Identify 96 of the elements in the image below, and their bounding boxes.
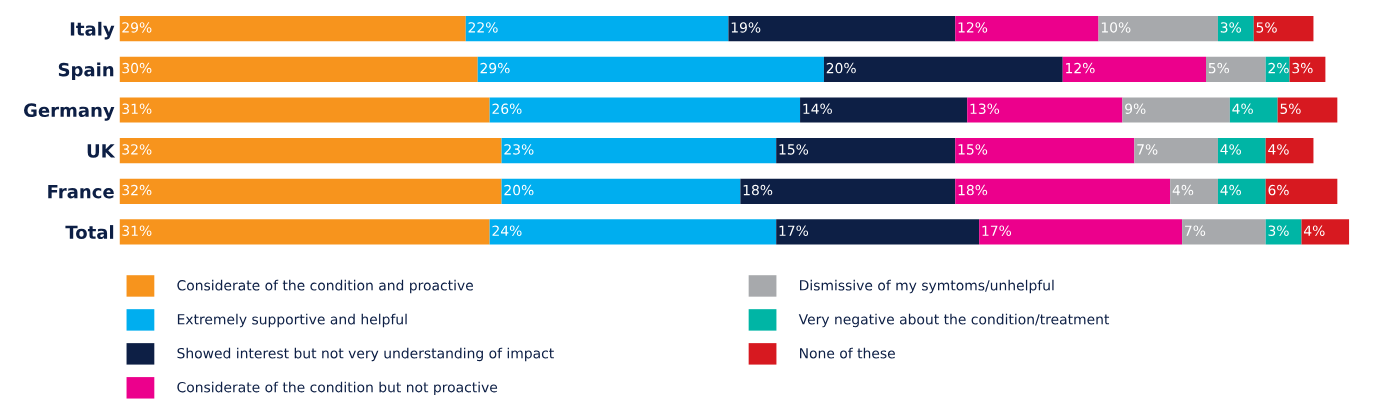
data-label: 26% (492, 103, 522, 115)
bar (955, 178, 1171, 204)
bar (119, 56, 478, 82)
bar (1265, 219, 1302, 245)
bar (740, 178, 956, 204)
bar (776, 219, 980, 245)
data-label: 18% (743, 184, 773, 196)
bar (477, 56, 824, 82)
bar (501, 138, 777, 164)
y-tick-label: Italy (70, 21, 115, 40)
data-label: 31% (122, 225, 152, 236)
bar (489, 219, 777, 245)
data-label: 17% (779, 225, 809, 236)
bar (955, 138, 1135, 164)
data-label: 20% (826, 62, 856, 74)
legend-label: Considerate of the condition but not proactive (177, 381, 498, 396)
data-label: 12% (1066, 62, 1095, 74)
data-label: 10% (1101, 22, 1131, 33)
data-label: 3% (1292, 62, 1313, 74)
data-label: 4% (1220, 184, 1241, 196)
bar (776, 138, 956, 164)
bar (1301, 219, 1350, 245)
bar (1217, 138, 1266, 164)
bar (955, 16, 1099, 42)
bar (1217, 178, 1266, 204)
bar (1122, 97, 1230, 123)
bar (501, 178, 741, 204)
bar (119, 138, 502, 164)
data-label: 17% (982, 225, 1012, 236)
bar (465, 16, 729, 42)
bar (1134, 138, 1218, 164)
data-label: 4% (1268, 144, 1289, 155)
data-label: 5% (1256, 22, 1277, 33)
data-label: 23% (504, 144, 534, 155)
data-label: 15% (958, 144, 988, 155)
bar (119, 178, 502, 204)
bar (119, 16, 466, 42)
y-tick-label: Spain (58, 62, 114, 80)
data-label: 18% (958, 184, 988, 196)
data-label: 2% (1268, 62, 1289, 74)
data-label: 4% (1172, 184, 1194, 196)
bar (800, 97, 968, 123)
data-label: 7% (1137, 144, 1158, 155)
bar (979, 219, 1183, 245)
data-label: 4% (1220, 144, 1241, 155)
data-label: 15% (779, 144, 809, 155)
bar (1277, 97, 1338, 123)
data-label: 20% (504, 184, 534, 196)
bar (119, 97, 490, 123)
bar (1098, 16, 1218, 42)
bar (1229, 97, 1278, 123)
bar (728, 16, 956, 42)
data-label: 7% (1185, 225, 1206, 236)
data-label: 5% (1280, 103, 1301, 115)
legend-label: Considerate of the condition and proactive (177, 279, 473, 294)
y-tick-label: France (48, 184, 114, 199)
legend-label: Showed interest but not very understanding of impact (177, 347, 554, 362)
data-label: 6% (1268, 184, 1289, 196)
bar (1170, 178, 1218, 204)
bar (1206, 56, 1266, 82)
data-label: 4% (1303, 225, 1325, 236)
data-label: 4% (1232, 103, 1253, 115)
data-label: 31% (122, 103, 152, 115)
bar (1182, 219, 1266, 245)
bar (1062, 56, 1206, 82)
legend-label: None of these (800, 347, 895, 359)
y-tick-label: Germany (23, 103, 115, 121)
data-label: 19% (731, 22, 761, 33)
bar (823, 56, 1063, 82)
data-label: 32% (122, 184, 152, 196)
bar (489, 97, 801, 123)
legend-label: Extremely supportive and helpful (177, 313, 407, 328)
data-label: 14% (803, 103, 832, 115)
y-tick-label: Total (65, 225, 114, 240)
data-label: 12% (958, 22, 988, 33)
bar (967, 97, 1123, 123)
bar (119, 219, 490, 245)
data-label: 30% (122, 62, 152, 74)
legend-label: Dismissive of my symtoms/unhelpful (800, 279, 1054, 294)
bar (1253, 16, 1314, 42)
bar (1265, 138, 1314, 164)
data-label: 13% (970, 103, 1000, 115)
data-label: 5% (1208, 62, 1230, 74)
data-label: 3% (1220, 22, 1241, 33)
bar (1289, 56, 1326, 82)
bar (1265, 178, 1338, 204)
data-label: 29% (122, 22, 152, 33)
data-label: 29% (480, 62, 510, 74)
data-label: 24% (492, 225, 522, 236)
y-tick-label: UK (87, 144, 116, 158)
data-label: 3% (1268, 225, 1289, 236)
data-label: 22% (468, 22, 498, 33)
data-label: 32% (122, 144, 152, 155)
legend-label: Very negative about the condition/treatment (798, 313, 1110, 328)
data-label: 9% (1125, 103, 1146, 115)
bar (1217, 16, 1254, 42)
